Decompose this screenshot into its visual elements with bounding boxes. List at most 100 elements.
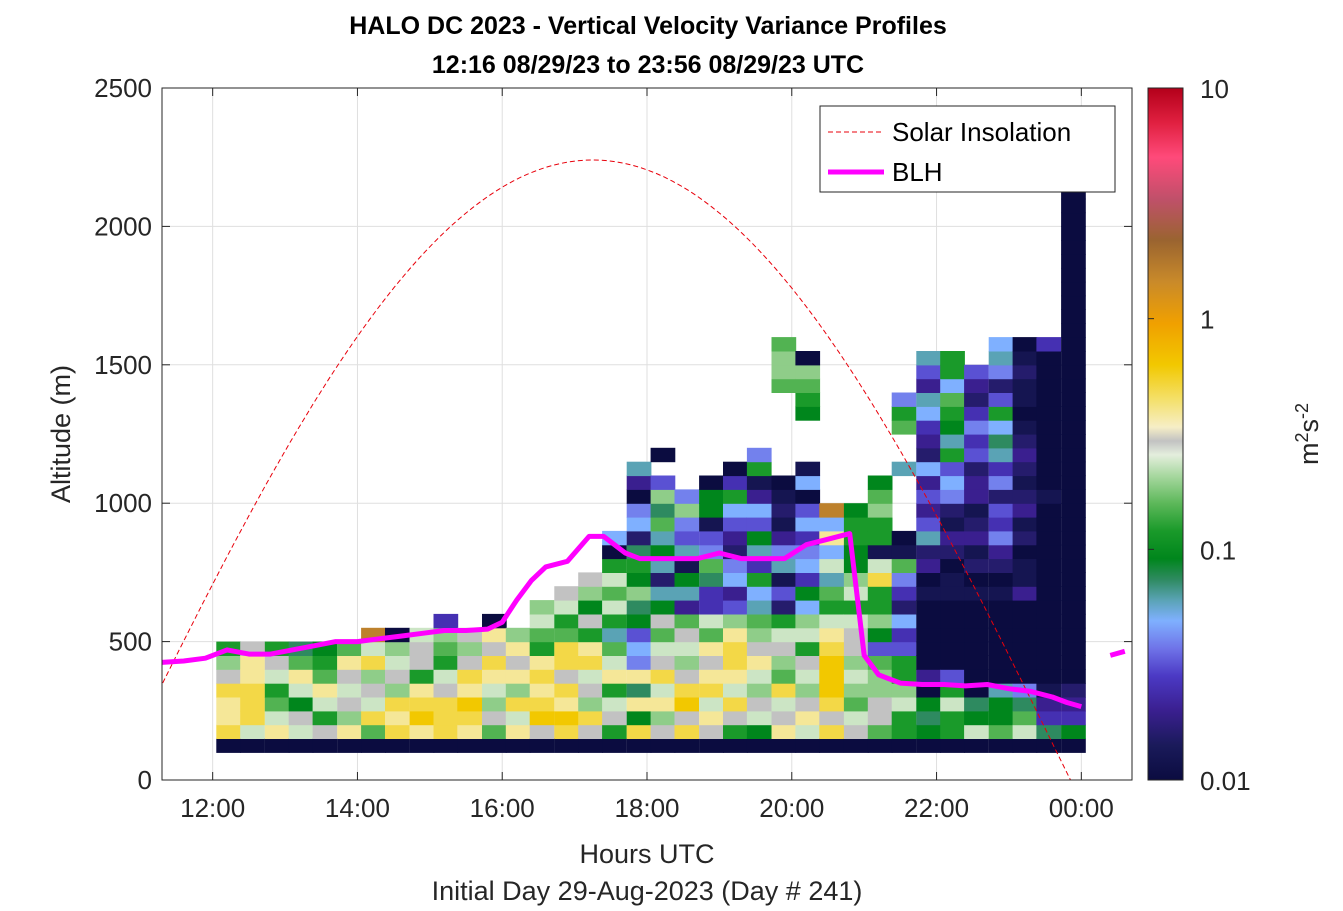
heatmap-cell [650,530,676,546]
heatmap-cell [771,627,797,643]
heatmap-cell [433,669,459,684]
blh-line [161,531,1082,710]
heatmap-cell [216,724,241,739]
heatmap-cell [867,724,893,739]
heatmap-cell [771,738,797,753]
heatmap-cell [240,710,265,726]
heatmap-cell [867,613,893,629]
heatmap-cell [988,710,1014,726]
heatmap-cell [964,392,989,407]
heatmap-cell [1061,323,1086,338]
heatmap-cell [337,655,362,670]
heatmap-cell [457,655,482,670]
heatmap-cell [940,641,965,656]
heatmap-cell [916,392,941,407]
y-tick-label: 1000 [94,488,152,518]
heatmap-cell [723,530,748,546]
heatmap-cell [1061,544,1086,560]
heatmap-cell [216,697,241,712]
x-tick-label: 00:00 [1049,793,1114,823]
heatmap-cell [699,627,724,643]
heatmap-cell [964,641,989,656]
heatmap-cell [650,738,676,753]
heatmap-cell [1061,517,1086,532]
heatmap-cell [602,558,627,573]
heatmap-cell [578,641,603,656]
heatmap-cell [867,697,893,712]
heatmap-cell [771,489,797,504]
heatmap-cell [819,683,844,698]
heatmap-cell [554,641,579,656]
heatmap-cell [746,517,772,532]
heatmap-cell [1061,475,1086,490]
heatmap-cell [940,586,965,601]
heatmap-cell [723,683,748,698]
heatmap-cell [891,392,917,407]
heatmap-cell [578,627,603,643]
heatmap-cell [626,461,652,477]
heatmap-cell [578,697,603,712]
heatmap-cell [916,461,941,477]
heatmap-cell [699,572,724,587]
heatmap-cell [1061,434,1086,449]
heatmap-cell [650,669,676,684]
heatmap-cell [264,697,290,712]
heatmap-cell [554,710,579,726]
colorbar-ticks: 0.01 0.1 1 10 [1148,74,1251,796]
heatmap-cell [626,683,652,698]
heatmap-cell [385,683,410,698]
heatmap-cell [361,669,386,684]
heatmap-cell [940,503,965,518]
heatmap-cell [1036,738,1062,753]
heatmap-cell [843,613,869,629]
heatmap-cell [409,724,435,739]
y-tick-label: 2500 [94,73,152,103]
heatmap-cell [482,655,507,670]
heatmap-cell [843,503,869,518]
colorbar-tick-label: 0.1 [1200,535,1236,565]
heatmap-cell [264,710,290,726]
heatmap-cell [940,738,965,753]
heatmap-cell [602,613,627,629]
heatmap-cell [1036,392,1062,407]
heatmap-cell [916,572,941,587]
heatmap-cell [964,613,989,629]
heatmap-cell [916,475,941,490]
heatmap-cell [795,697,821,712]
heatmap-cell [674,655,700,670]
heatmap-cell [433,641,459,656]
heatmap-cell [1012,351,1038,366]
heatmap-cell [771,697,797,712]
heatmap-cell [1061,655,1086,670]
heatmap-cell [867,710,893,726]
heatmap-cell [361,655,386,670]
heatmap-cell [746,669,772,684]
heatmap-cell [1036,475,1062,490]
heatmap-cell [819,738,844,753]
y-tick-label: 1500 [94,350,152,380]
heatmap-cell [746,530,772,546]
heatmap-cell [264,683,290,698]
heatmap-cell [650,724,676,739]
heatmap-cell [1012,364,1038,380]
heatmap-cell [240,655,265,670]
heatmap-cell [843,738,869,753]
heatmap-cell [1061,600,1086,615]
heatmap-cell [795,503,821,518]
heatmap-cell [602,655,627,670]
y-axis-ticks: 0 500 1000 1500 2000 2500 [94,73,1132,795]
heatmap-cell [216,683,241,698]
heatmap-cell [843,655,869,670]
heatmap-cell [1036,517,1062,532]
heatmap-cell [940,544,965,560]
heatmap-cell [867,530,893,546]
heatmap-cell [554,655,579,670]
heatmap-cell [554,613,579,629]
heatmap-cell [771,572,797,587]
heatmap-cell [964,489,989,504]
heatmap-cell [795,364,821,380]
heatmap-cell [723,710,748,726]
heatmap-cell [505,724,531,739]
heatmap-cell [312,724,338,739]
